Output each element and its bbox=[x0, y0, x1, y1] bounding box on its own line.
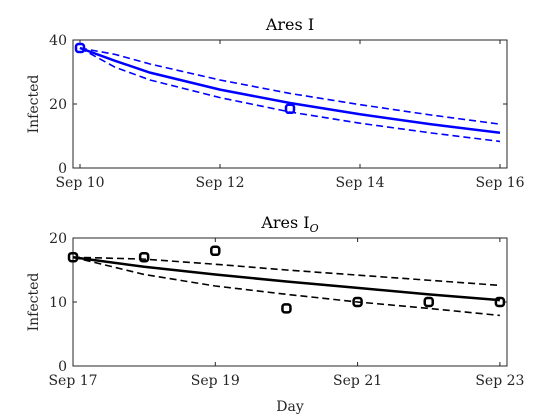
top-panel: Sep 10 Sep 12 Sep 14 Sep 16 0 20 40 Ares I Infec… bbox=[26, 15, 525, 191]
y-tick-label: 0 bbox=[58, 161, 67, 177]
plot-title-subscript: O bbox=[310, 222, 319, 235]
data-point-marker bbox=[284, 103, 296, 115]
plot-frame bbox=[72, 237, 508, 367]
x-tick-label: Sep 16 bbox=[475, 175, 524, 191]
data-point-marker bbox=[352, 296, 363, 308]
plot-title: Ares I bbox=[265, 15, 314, 34]
data-point-marker bbox=[210, 245, 221, 257]
confidence-bound-line bbox=[79, 47, 501, 125]
plot-title: Ares IO bbox=[260, 213, 318, 235]
data-point-marker bbox=[494, 296, 506, 308]
data-point-marker bbox=[74, 42, 86, 54]
x-axis-label: Day bbox=[276, 399, 304, 415]
data-point-marker bbox=[281, 303, 292, 314]
y-tick-label: 10 bbox=[49, 295, 67, 311]
y-axis-label: Infected bbox=[26, 273, 42, 332]
x-tick-label: Sep 17 bbox=[48, 373, 97, 389]
fit-line bbox=[72, 255, 500, 302]
y-axis-label: Infected bbox=[26, 75, 42, 134]
x-tick-label: Sep 23 bbox=[475, 373, 524, 389]
x-tick-label: Sep 10 bbox=[55, 175, 104, 191]
plot-title-text: Ares I bbox=[265, 15, 314, 34]
plot-title-text: Ares I bbox=[260, 213, 309, 232]
data-point-marker bbox=[67, 251, 79, 263]
confidence-bound-line bbox=[79, 47, 501, 143]
y-tick-label: 20 bbox=[49, 97, 67, 113]
confidence-bound-line bbox=[72, 256, 500, 287]
y-tick-label: 20 bbox=[49, 231, 67, 247]
x-tick-label: Sep 12 bbox=[195, 175, 244, 191]
data-point-marker bbox=[138, 251, 150, 263]
data-point-marker bbox=[423, 296, 434, 308]
x-tick-label: Sep 14 bbox=[335, 175, 384, 191]
y-tick-label: 0 bbox=[58, 359, 67, 375]
fit-line bbox=[79, 46, 501, 135]
bottom-panel: Sep 17 Sep 19 Sep 21 Sep 23 0 10 20 Ares IO Infe… bbox=[26, 213, 524, 415]
x-tick-label: Sep 19 bbox=[191, 373, 240, 389]
x-tick-label: Sep 21 bbox=[333, 373, 382, 389]
y-tick-label: 40 bbox=[49, 33, 67, 49]
